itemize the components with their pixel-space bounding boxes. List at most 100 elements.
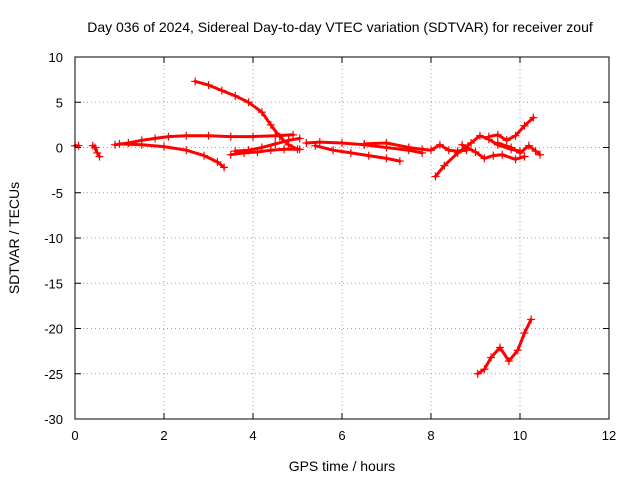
- data-point: [271, 139, 280, 148]
- data-point: [527, 315, 536, 324]
- data-point: [204, 131, 213, 140]
- data-point: [513, 346, 522, 355]
- data-point: [382, 154, 391, 163]
- data-point: [364, 151, 373, 160]
- series-line: [91, 144, 101, 159]
- data-point: [284, 136, 293, 145]
- data-point: [151, 134, 160, 143]
- data-point: [295, 145, 304, 154]
- data-point: [444, 146, 453, 155]
- data-point: [495, 343, 504, 352]
- data-point: [404, 143, 413, 152]
- data-point: [253, 148, 262, 157]
- data-point: [418, 145, 427, 154]
- data-point: [275, 132, 284, 141]
- data-point: [217, 86, 226, 95]
- grid-lines: [75, 57, 609, 419]
- series-arc-9: [311, 141, 404, 166]
- data-point: [226, 132, 235, 141]
- data-point: [164, 132, 173, 141]
- data-point: [504, 357, 513, 366]
- series-line: [193, 79, 299, 151]
- series-arc-12: [458, 140, 529, 164]
- data-point: [111, 140, 120, 149]
- data-point: [311, 141, 320, 150]
- data-point: [395, 157, 404, 166]
- data-point: [440, 161, 449, 170]
- data-point: [315, 138, 324, 147]
- series-line: [487, 116, 535, 142]
- data-point: [453, 148, 462, 157]
- data-point: [360, 139, 369, 148]
- data-point: [226, 150, 235, 159]
- data-point: [257, 108, 266, 117]
- data-point: [536, 150, 545, 159]
- y-tick-label: 5: [56, 95, 63, 110]
- series-line: [476, 317, 533, 376]
- data-point: [493, 138, 502, 147]
- data-point: [473, 369, 482, 378]
- y-tick-label: -5: [51, 186, 63, 201]
- x-tick-label: 10: [513, 428, 527, 443]
- plot-frame: [74, 56, 610, 420]
- series-arc-13: [484, 113, 538, 145]
- data-point: [137, 140, 146, 149]
- x-tick-label: 0: [71, 428, 78, 443]
- series-arc-10: [360, 138, 471, 156]
- data-point: [431, 172, 440, 181]
- data-point: [289, 130, 298, 139]
- data-point: [484, 132, 493, 141]
- x-tick-label: 4: [249, 428, 256, 443]
- data-point: [115, 139, 124, 148]
- data-point: [329, 146, 338, 155]
- chart-title: Day 036 of 2024, Sidereal Day-to-day VTE…: [87, 19, 593, 35]
- series-arc-3: [111, 130, 298, 149]
- data-point: [507, 143, 516, 152]
- data-point: [231, 91, 240, 100]
- data-point: [220, 163, 229, 172]
- data-point: [182, 131, 191, 140]
- data-point: [244, 98, 253, 107]
- y-axis-label: SDTVAR / TECUs: [6, 182, 22, 294]
- x-tick-label: 12: [602, 428, 616, 443]
- data-point: [295, 134, 304, 143]
- data-point: [280, 145, 289, 154]
- data-point: [487, 353, 496, 362]
- y-tick-label: -30: [44, 412, 63, 427]
- data-point: [511, 131, 520, 140]
- data-point: [266, 120, 275, 129]
- data-point: [346, 148, 355, 157]
- data-point: [480, 365, 489, 374]
- data-point: [524, 141, 533, 150]
- data-point: [529, 113, 538, 122]
- axis-ticks: 0 2 4 6 8 10 12 10 5 0 -5 -10 -15 -20 -25 -30: [44, 50, 616, 443]
- series-arc-15: [473, 315, 536, 378]
- data-point: [511, 155, 520, 164]
- data-series: [71, 77, 545, 378]
- series-arc-4: [115, 139, 229, 172]
- x-tick-label: 8: [427, 428, 434, 443]
- data-point: [249, 132, 257, 141]
- data-point: [520, 152, 529, 161]
- data-point: [475, 131, 484, 140]
- data-point: [435, 140, 444, 149]
- data-point: [74, 141, 83, 150]
- data-point: [302, 138, 311, 147]
- series-arc-1: [71, 141, 83, 150]
- data-point: [480, 154, 489, 163]
- data-point: [520, 329, 529, 338]
- y-tick-label: -20: [44, 322, 63, 337]
- data-point: [489, 151, 498, 160]
- series-arc-2: [88, 141, 104, 161]
- data-point: [204, 81, 213, 90]
- y-tick-label: 0: [56, 141, 63, 156]
- data-point: [191, 77, 200, 86]
- data-point: [493, 130, 502, 139]
- data-point: [338, 138, 346, 147]
- x-tick-label: 2: [160, 428, 167, 443]
- data-point: [182, 146, 191, 155]
- data-point: [200, 151, 209, 160]
- y-tick-label: -10: [44, 231, 63, 246]
- data-point: [498, 150, 507, 159]
